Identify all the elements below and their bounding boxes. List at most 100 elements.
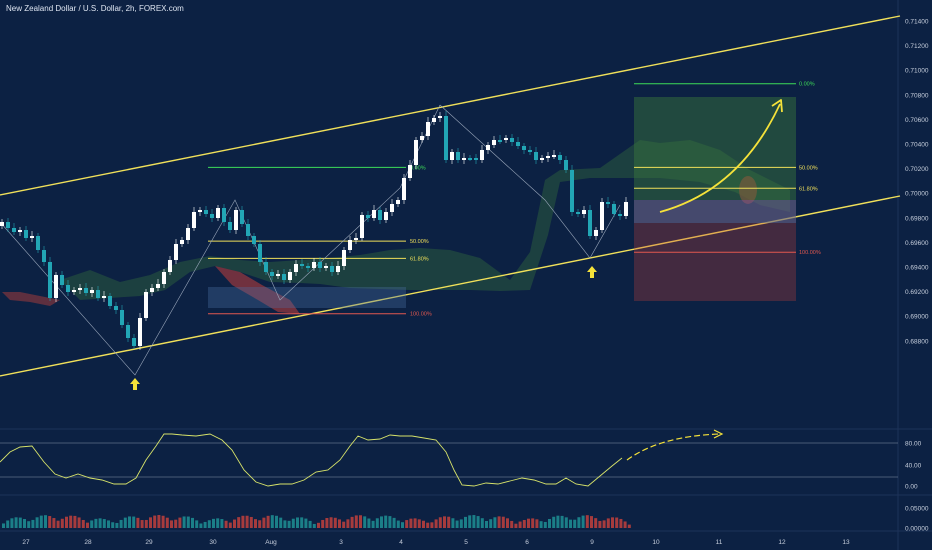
volume-axis[interactable]: 0.05000 0.00000 [905,506,929,533]
candle-body[interactable] [540,158,544,160]
candle-body[interactable] [66,285,70,292]
candle-body[interactable] [114,306,118,310]
candle-body[interactable] [156,284,160,288]
candle-body[interactable] [438,116,442,118]
candle-body[interactable] [174,244,178,260]
candle-body[interactable] [36,236,40,250]
candle-body[interactable] [558,155,562,160]
candle-body[interactable] [402,178,406,200]
channel-upper-line[interactable] [0,15,901,196]
candle-body[interactable] [348,240,352,250]
candle-body[interactable] [564,160,568,170]
candle-body[interactable] [426,122,430,136]
candle-body[interactable] [396,200,400,204]
candle-body[interactable] [456,152,460,160]
candle-body[interactable] [90,290,94,293]
candle-body[interactable] [312,262,316,268]
candle-body[interactable] [390,204,394,212]
oscillator-line[interactable] [0,433,623,487]
candle-body[interactable] [186,228,190,240]
candle-body[interactable] [282,274,286,280]
candle-body[interactable] [624,202,628,216]
volume-series[interactable] [2,515,631,528]
candle-body[interactable] [144,292,148,318]
candle-body[interactable] [264,262,268,272]
candle-body[interactable] [582,210,586,214]
candle-body[interactable] [24,230,28,238]
candle-body[interactable] [48,262,52,298]
candle-body[interactable] [516,142,520,146]
candle-body[interactable] [54,275,58,298]
candle-body[interactable] [360,215,364,238]
candle-body[interactable] [72,290,76,292]
candle-body[interactable] [108,296,112,306]
candle-body[interactable] [228,222,232,230]
candle-body[interactable] [150,288,154,292]
candle-body[interactable] [414,140,418,165]
candle-body[interactable] [168,260,172,272]
candle-body[interactable] [12,228,16,232]
candle-body[interactable] [78,288,82,290]
candle-body[interactable] [120,310,124,325]
candle-body[interactable] [138,318,142,346]
candle-body[interactable] [306,266,310,268]
candle-body[interactable] [192,212,196,228]
candle-body[interactable] [522,146,526,150]
candle-body[interactable] [204,210,208,214]
candle-body[interactable] [504,138,508,140]
oscillator-axis[interactable]: 80.00 40.00 0.00 [905,441,922,491]
candle-body[interactable] [102,296,106,298]
candle-body[interactable] [222,208,226,222]
candle-body[interactable] [300,264,304,266]
candle-body[interactable] [552,155,556,157]
candle-body[interactable] [468,158,472,160]
candle-body[interactable] [240,210,244,224]
channel-lower-line[interactable] [0,195,901,377]
candle-body[interactable] [384,212,388,220]
candle-body[interactable] [372,210,376,218]
candle-body[interactable] [198,210,202,212]
candle-body[interactable] [576,212,580,214]
candle-body[interactable] [288,272,292,280]
candle-body[interactable] [432,118,436,122]
candle-body[interactable] [42,250,46,262]
candle-body[interactable] [492,140,496,145]
candle-body[interactable] [420,136,424,140]
candle-body[interactable] [618,214,622,216]
candle-body[interactable] [594,230,598,236]
candle-body[interactable] [84,288,88,293]
candle-body[interactable] [588,210,592,236]
candle-body[interactable] [162,272,166,284]
candle-body[interactable] [510,138,514,142]
candle-body[interactable] [126,325,130,338]
candle-body[interactable] [180,240,184,244]
candle-body[interactable] [18,230,22,232]
candle-body[interactable] [324,266,328,268]
candle-body[interactable] [462,158,466,160]
candle-body[interactable] [534,152,538,160]
candle-body[interactable] [294,264,298,272]
candle-body[interactable] [378,210,382,220]
candle-body[interactable] [336,266,340,272]
candle-body[interactable] [210,214,214,218]
candle-body[interactable] [444,116,448,160]
candle-body[interactable] [366,215,370,218]
candle-body[interactable] [276,274,280,276]
candle-body[interactable] [486,145,490,150]
candle-body[interactable] [570,170,574,212]
candle-body[interactable] [30,236,34,238]
candle-body[interactable] [96,290,100,298]
candle-body[interactable] [132,338,136,346]
candle-body[interactable] [450,152,454,160]
candle-body[interactable] [606,202,610,204]
candle-body[interactable] [6,222,10,228]
candle-body[interactable] [330,266,334,272]
candle-body[interactable] [252,236,256,244]
time-axis[interactable]: 27 28 29 30 Aug 3 4 5 6 9 10 11 12 13 [22,539,850,546]
candle-body[interactable] [216,208,220,218]
candle-body[interactable] [354,238,358,240]
candle-body[interactable] [234,210,238,230]
candle-body[interactable] [0,222,4,226]
candle-body[interactable] [270,272,274,276]
